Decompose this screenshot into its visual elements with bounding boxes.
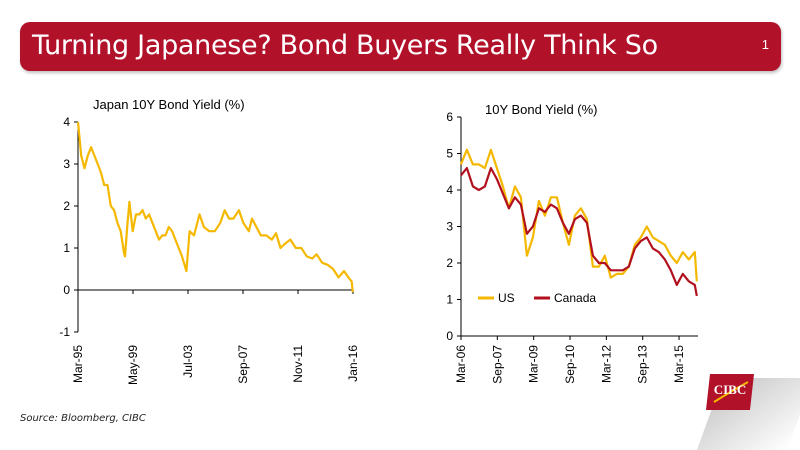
y-tick-label: -1 [59,325,70,339]
source-note: Source: Bloomberg, CIBC [20,413,146,424]
x-tick-label: Jan-16 [346,345,360,382]
y-tick-label: 1 [63,241,70,255]
x-tick-label: Mar-06 [454,345,468,383]
chart-title: 10Y Bond Yield (%) [485,102,598,117]
chart-title: Japan 10Y Bond Yield (%) [93,97,245,112]
logo-text: CIBC [714,382,747,397]
title-banner: Turning Japanese? Bond Buyers Really Thi… [20,22,781,71]
x-tick-label: Sep-13 [636,345,650,384]
x-tick-label: Sep-07 [236,345,250,384]
x-tick-label: Sep-10 [563,345,577,384]
y-tick-label: 3 [63,157,70,171]
canada-line [460,167,698,297]
slide-number: 1 [761,37,769,52]
x-tick-label: Mar-09 [527,345,541,383]
y-tick-label: 6 [446,110,453,124]
y-tick-label: 3 [446,220,453,234]
x-tick-label: Mar-15 [672,345,686,383]
legend-label: Canada [554,291,596,305]
y-tick-label: 5 [446,147,453,161]
y-tick-label: 4 [63,115,70,129]
cibc-logo-area: CIBC [696,368,800,450]
x-tick-label: Jul-03 [181,345,195,378]
series-line [76,121,354,293]
y-tick-label: 0 [63,283,70,297]
y-tick-label: 0 [446,329,453,343]
x-tick-label: Sep-07 [490,345,504,384]
y-tick-label: 2 [446,256,453,270]
x-tick-label: Mar-12 [599,345,613,383]
x-tick-label: May-99 [126,345,140,385]
slide-title: Turning Japanese? Bond Buyers Really Thi… [32,30,658,61]
y-tick-label: 2 [63,199,70,213]
legend-label: US [498,291,515,305]
cibc-logo: CIBC [706,374,754,410]
y-tick-label: 1 [446,293,453,307]
y-tick-label: 4 [446,183,453,197]
us-line [459,148,698,282]
x-tick-label: Mar-95 [71,345,85,383]
x-tick-label: Nov-11 [291,345,305,383]
